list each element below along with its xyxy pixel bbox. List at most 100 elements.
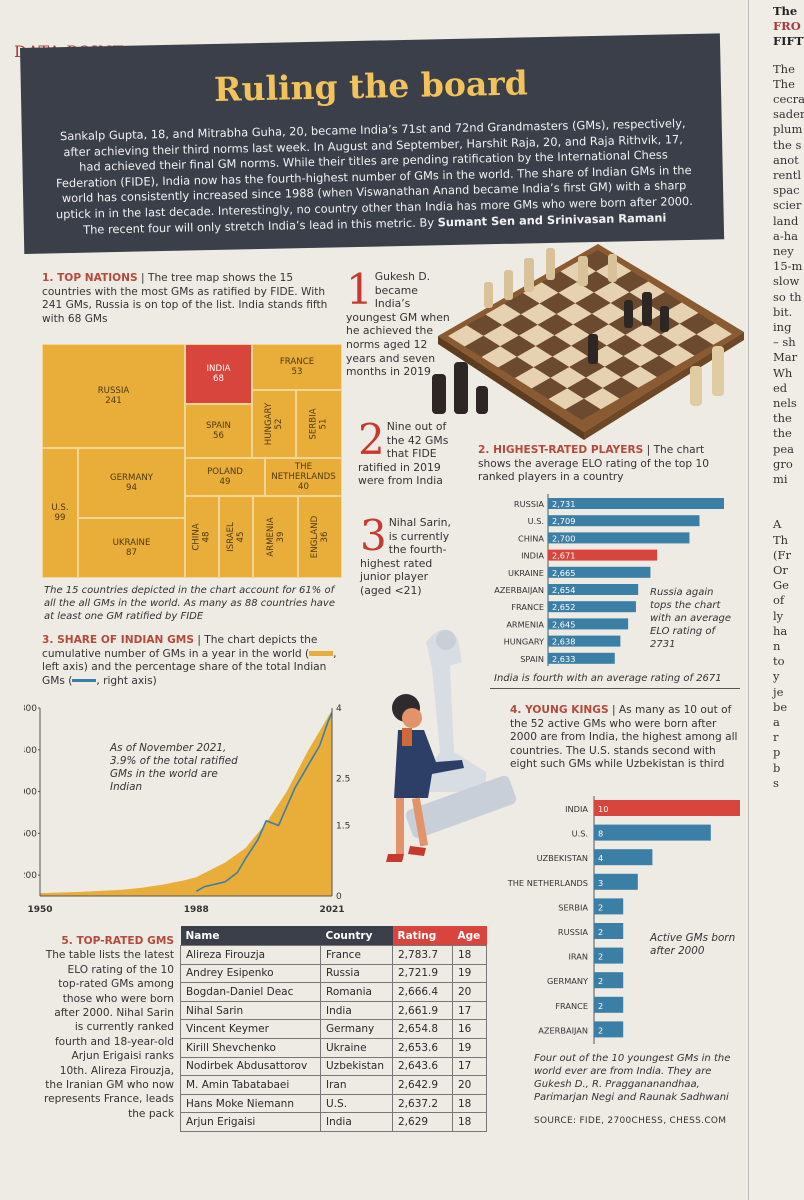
neighbor-column-line: FIFTY <box>773 34 804 49</box>
board-square <box>696 323 732 345</box>
board-square <box>548 388 584 410</box>
elo-bar <box>548 515 700 527</box>
fact-2: 2 Nine out of the 42 GMs that FIDE ratifi… <box>358 415 449 488</box>
board-square <box>541 271 578 293</box>
neighbor-column-line: y <box>773 669 780 684</box>
neighbor-column-line: of <box>773 593 785 608</box>
treemap-label: INDIA <box>206 364 231 374</box>
board-square <box>498 356 534 378</box>
treemap-value: 87 <box>126 548 137 558</box>
board-square <box>517 346 553 368</box>
neighbor-column-line: ha <box>773 623 788 638</box>
table-cell: Bogdan-Daniel Deac <box>180 982 321 1002</box>
neighbor-column-line: Ge <box>773 578 789 593</box>
young-value-label: 2 <box>598 902 603 912</box>
neighbor-column-line: Mar <box>773 350 798 365</box>
top-nations-note: The 15 countries depicted in the chart a… <box>44 585 335 622</box>
treemap-value: 45 <box>236 531 246 543</box>
treemap-label: ENGLAND <box>310 515 320 559</box>
board-square <box>531 377 568 399</box>
board-square <box>464 335 501 357</box>
young-value-label: 2 <box>598 952 603 962</box>
young-category-label: U.S. <box>572 829 588 839</box>
treemap-cell-israel: ISRAEL 45 <box>219 496 253 578</box>
young-value-label: 2 <box>598 1025 603 1035</box>
young-bar <box>594 947 624 964</box>
right-tick-label: 4 <box>336 704 342 714</box>
neighbor-column-line: 15-m <box>773 259 803 274</box>
treemap-label: ARMENIA <box>265 517 276 557</box>
board-square <box>677 334 714 356</box>
board-square <box>640 355 676 377</box>
treemap-value: 48 <box>202 531 212 543</box>
table-cell: France <box>320 945 393 965</box>
board-square <box>586 366 622 388</box>
treemap-value: 52 <box>274 418 285 430</box>
table-row: Nodirbek Abdusattorov Uzbekistan 2,643.6 17 <box>180 1056 487 1077</box>
neighbor-column-line: The <box>773 4 798 18</box>
board-square <box>579 250 615 272</box>
neighbor-column-line: The <box>773 61 795 76</box>
gm-share-chart: 200 600 1,000 1,400 1,800 0 1.5 2.5 4 1950 1988 202… <box>24 704 350 915</box>
table-row: Andrey Esipenko Russia 2,721.9 19 <box>180 963 487 984</box>
board-square <box>584 388 620 410</box>
right-tick-label: 2.5 <box>336 775 350 785</box>
young-gm-bar-chart: INDIA 10 U.S. 8 UZBEKISTAN 4 THE NETHERLANDS 3 S… <box>507 796 740 1044</box>
neighbor-column-line: spac <box>773 183 800 198</box>
elo-bar <box>548 601 636 613</box>
x-tick-label: 1950 <box>27 905 52 915</box>
board-square <box>523 282 559 304</box>
treemap-cell-india: INDIA 68 <box>185 344 252 404</box>
neighbor-column-line: s <box>773 775 779 790</box>
elo-bar <box>548 549 658 561</box>
neighbor-column-line: ly <box>773 608 784 623</box>
top-rated-table: Name Country Rating Age Alireza Firouzja… <box>180 926 487 1132</box>
treemap-label: THE NETHERLANDS <box>271 462 336 482</box>
treemap-label: UKRAINE <box>112 538 151 548</box>
board-square <box>575 292 611 314</box>
neighbor-column-line: je <box>773 684 784 699</box>
neighbor-column-line: A <box>773 517 782 532</box>
neighbor-column-line: land <box>773 213 799 228</box>
share-intro: 3. SHARE OF INDIAN GMS | The chart depic… <box>42 634 337 687</box>
board-square <box>679 313 716 335</box>
treemap-label: FRANCE <box>279 357 315 367</box>
table-cell: Nihal Sarin <box>180 1000 321 1021</box>
fact-1: 1 Gukesh D. became India’s youngest GM wh… <box>346 265 450 379</box>
treemap-value: 68 <box>213 374 224 384</box>
elo-category-label: CHINA <box>518 533 544 543</box>
board-square <box>646 292 682 314</box>
treemap-label: U.S. <box>51 503 69 513</box>
col-header-rating: Rating <box>392 926 453 946</box>
x-tick-label: 1988 <box>184 905 209 915</box>
board-square <box>448 325 484 347</box>
young-bar <box>594 923 624 939</box>
board-square <box>554 324 590 346</box>
table-cell: 2,654.8 <box>392 1019 453 1039</box>
table-cell: Nodirbek Abdusattorov <box>180 1056 321 1077</box>
treemap-value: 241 <box>105 396 122 406</box>
treemap-cell-england: ENGLAND 36 <box>298 496 342 578</box>
board-square <box>558 282 594 304</box>
treemap-cell-serbia: SERBIA 51 <box>296 390 342 458</box>
young-category-label: GERMANY <box>547 976 589 986</box>
table-cell: 20 <box>452 982 487 1002</box>
table-cell: Arjun Erigaisi <box>180 1112 321 1132</box>
board-square <box>533 356 570 378</box>
young-category-label: RUSSIA <box>558 927 588 937</box>
board-square <box>556 303 592 325</box>
treemap-cell-u-s-: U.S. 99 <box>42 448 78 578</box>
board-square <box>481 346 517 368</box>
board-square <box>485 303 521 325</box>
elo-value-label: 2,665 <box>552 568 575 578</box>
board-square <box>550 367 586 389</box>
table-cell: Andrey Esipenko <box>180 963 321 984</box>
share-annotation: As of November 2021, 3.9% of the total r… <box>110 742 238 793</box>
table-row: Hans Moke Niemann U.S. 2,637.2 18 <box>180 1093 487 1114</box>
elo-category-label: U.S. <box>528 516 544 526</box>
elo-category-label: UKRAINE <box>508 568 544 578</box>
neighbor-column-line: FRO <box>773 19 801 34</box>
treemap-cell-ukraine: UKRAINE 87 <box>78 518 185 578</box>
treemap-label: ISRAEL <box>226 522 236 552</box>
board-square <box>567 377 603 399</box>
